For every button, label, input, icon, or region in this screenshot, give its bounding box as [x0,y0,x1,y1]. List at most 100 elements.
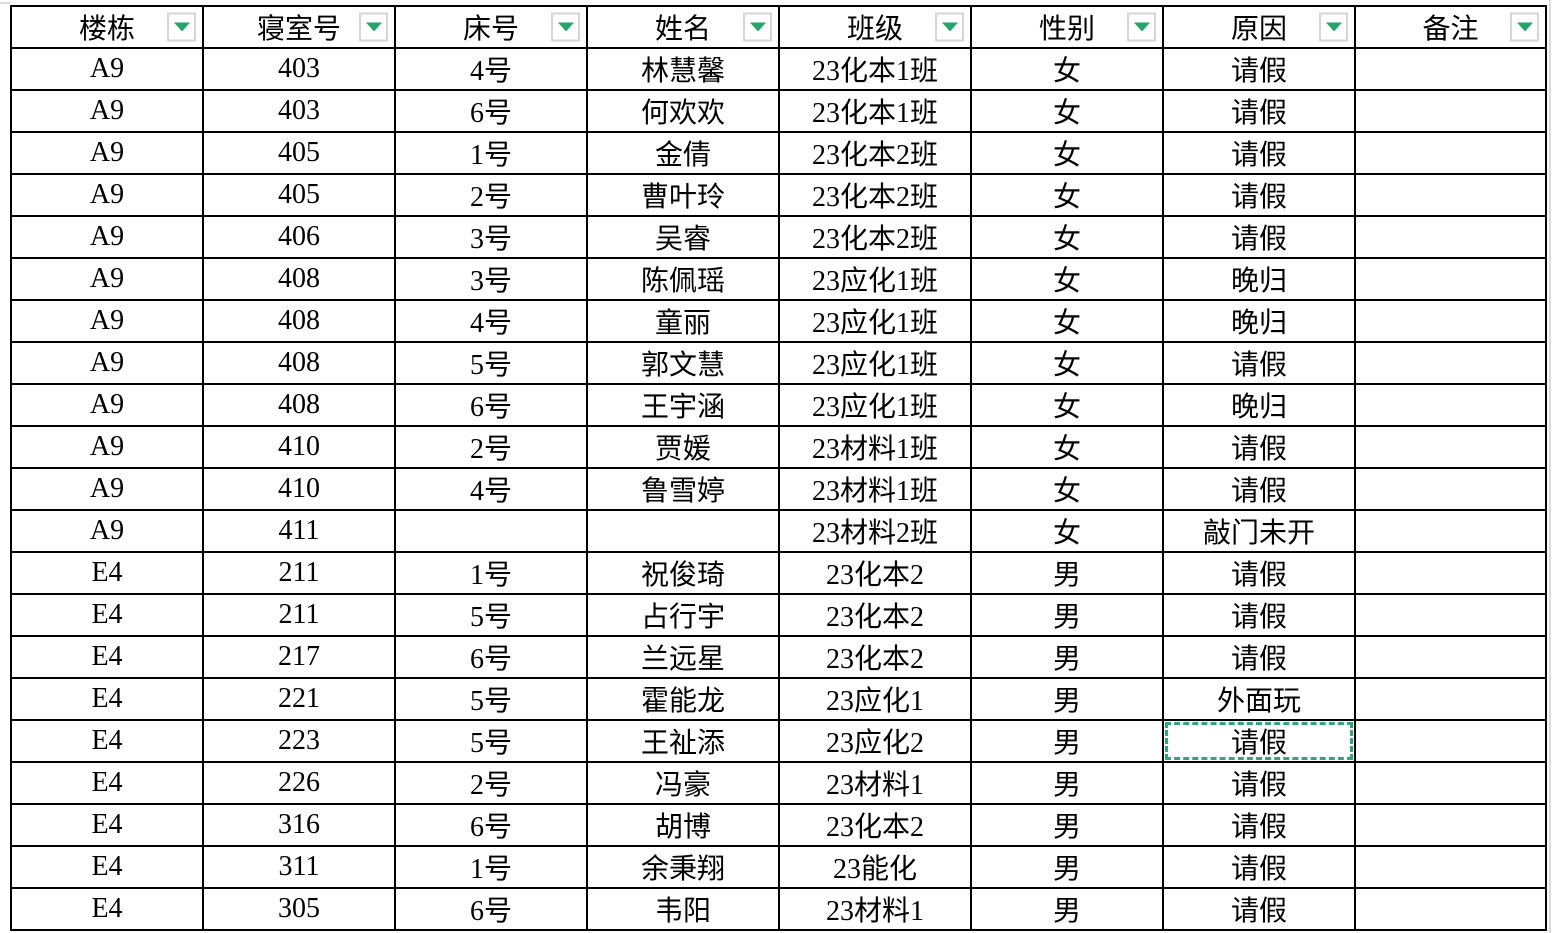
table-cell[interactable]: 405 [202,131,396,175]
table-cell[interactable]: 晚归 [1162,257,1356,301]
table-cell[interactable]: E4 [10,761,204,805]
table-cell[interactable] [1354,677,1547,721]
filter-dropdown-button-remark[interactable] [1510,12,1539,42]
table-cell[interactable]: 1号 [394,131,588,175]
table-cell[interactable]: 冯豪 [586,761,780,805]
table-cell[interactable]: E4 [10,551,204,595]
column-header-room-number[interactable]: 寝室号 [202,5,396,49]
column-header-remark[interactable]: 备注 [1354,5,1547,49]
table-cell[interactable]: 408 [202,257,396,301]
table-cell[interactable]: 223 [202,719,396,763]
table-cell[interactable]: 6号 [394,803,588,847]
column-header-name[interactable]: 姓名 [586,5,780,49]
table-cell[interactable]: A9 [10,341,204,385]
table-cell[interactable]: 何欢欢 [586,89,780,133]
table-cell[interactable]: 5号 [394,719,588,763]
table-cell[interactable]: 女 [970,257,1164,301]
table-cell[interactable] [1354,299,1547,343]
table-cell[interactable]: 2号 [394,173,588,217]
table-cell[interactable]: 1号 [394,551,588,595]
table-cell[interactable]: 23应化1班 [778,341,972,385]
table-cell[interactable]: 6号 [394,635,588,679]
table-cell[interactable]: 4号 [394,467,588,511]
table-cell[interactable]: 女 [970,47,1164,91]
column-header-building[interactable]: 楼栋 [10,5,204,49]
table-cell[interactable]: 男 [970,635,1164,679]
table-cell[interactable]: 226 [202,761,396,805]
table-cell[interactable]: 5号 [394,677,588,721]
table-cell[interactable] [1354,719,1547,763]
table-cell[interactable]: 王宇涵 [586,383,780,427]
table-cell[interactable]: E4 [10,719,204,763]
table-cell[interactable]: 鲁雪婷 [586,467,780,511]
table-cell[interactable]: 请假 [1162,173,1356,217]
table-cell[interactable]: 2号 [394,425,588,469]
table-cell[interactable]: 1号 [394,845,588,889]
table-cell[interactable]: 23化本2班 [778,215,972,259]
column-header-gender[interactable]: 性别 [970,5,1164,49]
table-cell[interactable]: 外面玩 [1162,677,1356,721]
table-cell[interactable] [1354,845,1547,889]
selected-cell[interactable]: 请假 [1162,719,1356,763]
table-cell[interactable]: 23化本1班 [778,47,972,91]
table-cell[interactable]: E4 [10,803,204,847]
column-header-bed-number[interactable]: 床号 [394,5,588,49]
table-cell[interactable]: 女 [970,215,1164,259]
table-cell[interactable]: A9 [10,89,204,133]
table-cell[interactable]: 请假 [1162,593,1356,637]
table-cell[interactable]: 男 [970,803,1164,847]
table-cell[interactable]: 23应化2 [778,719,972,763]
table-cell[interactable]: 男 [970,761,1164,805]
table-cell[interactable]: 3号 [394,257,588,301]
table-cell[interactable]: 吴睿 [586,215,780,259]
filter-dropdown-button-class[interactable] [935,12,964,42]
table-cell[interactable]: 408 [202,299,396,343]
table-cell[interactable]: 请假 [1162,551,1356,595]
table-cell[interactable] [1354,551,1547,595]
table-cell[interactable] [1354,593,1547,637]
table-cell[interactable]: 男 [970,845,1164,889]
table-cell[interactable] [1354,509,1547,553]
column-header-reason[interactable]: 原因 [1162,5,1356,49]
table-cell[interactable] [586,509,780,553]
table-cell[interactable]: 男 [970,593,1164,637]
table-cell[interactable]: A9 [10,383,204,427]
table-cell[interactable]: A9 [10,425,204,469]
table-cell[interactable]: 410 [202,467,396,511]
table-cell[interactable]: 童丽 [586,299,780,343]
table-cell[interactable]: 217 [202,635,396,679]
table-cell[interactable]: 胡博 [586,803,780,847]
table-cell[interactable]: 余秉翔 [586,845,780,889]
table-cell[interactable]: 男 [970,677,1164,721]
table-cell[interactable]: 曹叶玲 [586,173,780,217]
table-cell[interactable] [1354,803,1547,847]
table-cell[interactable]: 6号 [394,383,588,427]
filter-dropdown-button-gender[interactable] [1127,12,1156,42]
table-cell[interactable]: 林慧馨 [586,47,780,91]
table-cell[interactable] [1354,173,1547,217]
table-cell[interactable]: 23化本2 [778,593,972,637]
table-cell[interactable]: 23应化1班 [778,257,972,301]
table-cell[interactable] [1354,887,1547,931]
table-cell[interactable]: 5号 [394,341,588,385]
table-cell[interactable] [1354,383,1547,427]
table-cell[interactable]: 女 [970,299,1164,343]
table-cell[interactable]: A9 [10,509,204,553]
table-cell[interactable]: 23化本2班 [778,131,972,175]
table-cell[interactable] [1354,467,1547,511]
table-cell[interactable]: 410 [202,425,396,469]
table-cell[interactable] [1354,425,1547,469]
filter-dropdown-button-bed-number[interactable] [551,12,580,42]
table-cell[interactable]: 陈佩瑶 [586,257,780,301]
table-cell[interactable]: 韦阳 [586,887,780,931]
table-cell[interactable]: 占行宇 [586,593,780,637]
table-cell[interactable]: 请假 [1162,887,1356,931]
table-cell[interactable]: 2号 [394,761,588,805]
table-cell[interactable]: 403 [202,89,396,133]
table-cell[interactable]: 23材料1 [778,761,972,805]
filter-dropdown-button-name[interactable] [743,12,772,42]
table-cell[interactable]: 6号 [394,89,588,133]
table-cell[interactable]: E4 [10,635,204,679]
table-cell[interactable]: 316 [202,803,396,847]
table-cell[interactable]: 408 [202,383,396,427]
